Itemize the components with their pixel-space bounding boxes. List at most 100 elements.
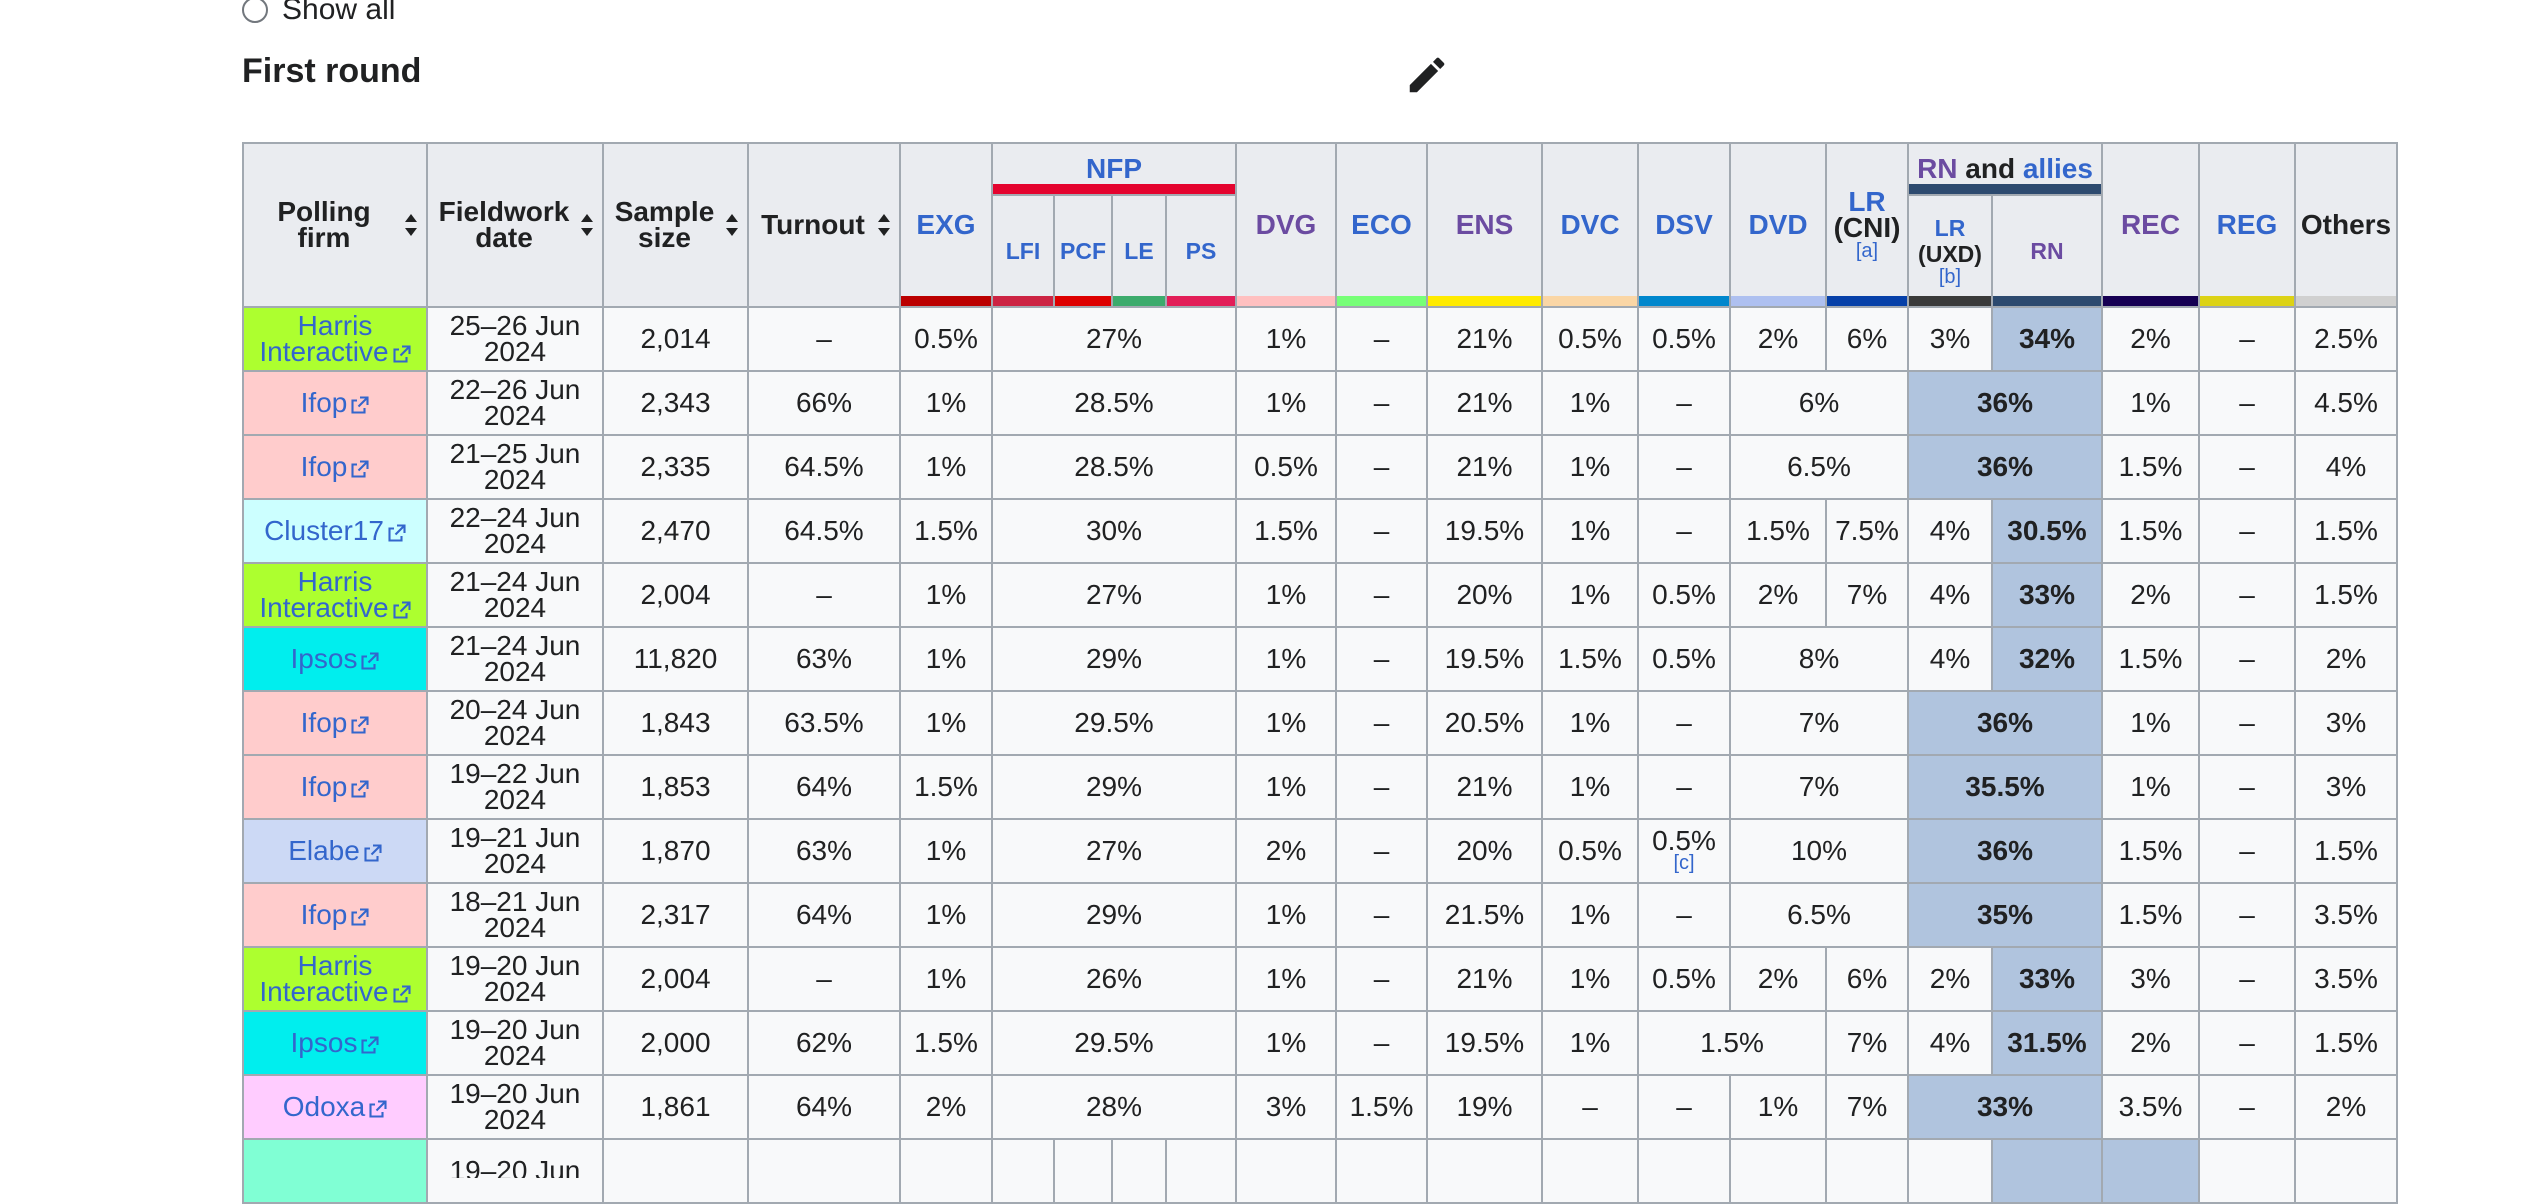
- cell-polling-firm[interactable]: Ipsos: [242, 1010, 428, 1076]
- cell-polling-firm[interactable]: Harris Interactive: [242, 562, 428, 628]
- col-rn-allies[interactable]: RN and allies: [1907, 142, 2103, 196]
- col-le[interactable]: LE: [1111, 194, 1167, 308]
- col-lfi[interactable]: LFI: [991, 194, 1055, 308]
- polling-firm-link[interactable]: Harris Interactive: [259, 310, 411, 367]
- cell-ens: 19.5%: [1426, 626, 1543, 692]
- cell-lr: 7%: [1825, 1074, 1909, 1140]
- cell-polling-firm[interactable]: Ifop: [242, 434, 428, 500]
- cell-polling-firm[interactable]: [242, 1138, 428, 1204]
- col-lr-cni[interactable]: LR (CNI) [a]: [1825, 142, 1909, 308]
- party-color-bar: [1167, 296, 1235, 306]
- col-nfp[interactable]: NFP: [991, 142, 1237, 196]
- cell-sample: 2,004: [602, 562, 749, 628]
- cell-polling-firm[interactable]: Ifop: [242, 690, 428, 756]
- polling-firm-link[interactable]: Odoxa: [283, 1091, 388, 1122]
- cell-dsv: –: [1637, 882, 1731, 948]
- cell-dvd-lr: 6.5%: [1729, 434, 1909, 500]
- sort-icon[interactable]: [404, 214, 418, 236]
- footnote-a-link[interactable]: [a]: [1855, 240, 1879, 262]
- sort-icon[interactable]: [725, 214, 739, 236]
- cell-lr: 7%: [1825, 562, 1909, 628]
- col-turnout[interactable]: Turnout: [747, 142, 901, 308]
- cell-dsv: –: [1637, 1074, 1731, 1140]
- cell-dvd-lr: 10%: [1729, 818, 1909, 884]
- table-row: Ipsos 19–20 Jun 2024 2,000 62% 1.5% 29.5% 1% –1…: [242, 1010, 2398, 1076]
- cell-nfp: 27%: [991, 562, 1237, 628]
- cell-polling-firm[interactable]: Ifop: [242, 882, 428, 948]
- edit-pencil-icon[interactable]: [1404, 52, 1450, 98]
- polling-firm-link[interactable]: Ipsos: [291, 1027, 380, 1058]
- cell-ens: 19.5%: [1426, 1010, 1543, 1076]
- cell-dvd-lr: 7%: [1729, 690, 1909, 756]
- polling-firm-link[interactable]: Cluster17: [264, 515, 406, 546]
- col-rn[interactable]: RN: [1991, 194, 2103, 308]
- cell-dvc: –: [1541, 1074, 1639, 1140]
- col-lr-uxd[interactable]: LR (UXD) [b]: [1907, 194, 1993, 308]
- show-all-radio[interactable]: [242, 0, 268, 23]
- col-pcf[interactable]: PCF: [1053, 194, 1113, 308]
- cell-polling-firm[interactable]: Elabe: [242, 818, 428, 884]
- cell-polling-firm[interactable]: Ifop: [242, 370, 428, 436]
- col-fieldwork-date[interactable]: Fieldwork date: [426, 142, 604, 308]
- col-dvd[interactable]: DVD: [1729, 142, 1827, 308]
- col-exg[interactable]: EXG: [899, 142, 993, 308]
- col-ens[interactable]: ENS: [1426, 142, 1543, 308]
- col-rec[interactable]: REC: [2101, 142, 2200, 308]
- polling-firm-link[interactable]: Ifop: [301, 387, 370, 418]
- cell-polling-firm[interactable]: Odoxa: [242, 1074, 428, 1140]
- cell-rn-all: 36%: [1907, 818, 2103, 884]
- cell-lr: 6%: [1825, 306, 1909, 372]
- footnote-c-link[interactable]: [c]: [1673, 852, 1695, 874]
- footnote-b-link[interactable]: [b]: [1938, 266, 1962, 288]
- cell-rn-all: 36%: [1907, 370, 2103, 436]
- cell-ens: 21.5%: [1426, 882, 1543, 948]
- sort-icon[interactable]: [877, 214, 891, 236]
- polling-firm-link[interactable]: Ifop: [301, 899, 370, 930]
- cell-others: 1.5%: [2294, 1010, 2398, 1076]
- polling-firm-link[interactable]: Ipsos: [291, 643, 380, 674]
- polling-firm-link[interactable]: Elabe: [288, 835, 382, 866]
- cell-eco: –: [1335, 562, 1428, 628]
- cell-reg: –: [2198, 882, 2296, 948]
- cell-eco: –: [1335, 626, 1428, 692]
- col-eco[interactable]: ECO: [1335, 142, 1428, 308]
- col-polling-firm[interactable]: Polling firm: [242, 142, 428, 308]
- cell-dvd-lr: 7%: [1729, 754, 1909, 820]
- col-ps[interactable]: PS: [1165, 194, 1237, 308]
- cell-rn-all: 36%: [1907, 690, 2103, 756]
- cell-rec: 2%: [2101, 306, 2200, 372]
- polling-firm-link[interactable]: Ifop: [301, 771, 370, 802]
- cell-polling-firm[interactable]: Harris Interactive: [242, 306, 428, 372]
- cell-dsv: 0.5%: [1637, 946, 1731, 1012]
- polling-firm-link[interactable]: Harris Interactive: [259, 950, 411, 1007]
- cell-polling-firm[interactable]: Ipsos: [242, 626, 428, 692]
- cell-empty: [1235, 1138, 1337, 1204]
- party-color-bar: [1237, 296, 1335, 306]
- cell-dvg: 1%: [1235, 306, 1337, 372]
- polling-firm-link[interactable]: Harris Interactive: [259, 566, 411, 623]
- col-sample-size[interactable]: Sample size: [602, 142, 749, 308]
- cell-dvd: 1.5%: [1729, 498, 1827, 564]
- polling-firm-link[interactable]: Ifop: [301, 451, 370, 482]
- cell-empty: [2101, 1138, 2200, 1204]
- cell-polling-firm[interactable]: Harris Interactive: [242, 946, 428, 1012]
- external-link-icon: [364, 844, 382, 862]
- col-dvg[interactable]: DVG: [1235, 142, 1337, 308]
- cell-rn: 33%: [1991, 946, 2103, 1012]
- cell-dvd-lr: 6.5%: [1729, 882, 1909, 948]
- cell-empty: [1335, 1138, 1428, 1204]
- external-link-icon: [351, 396, 369, 414]
- cell-rec: 1.5%: [2101, 818, 2200, 884]
- cell-turnout: –: [747, 562, 901, 628]
- col-reg[interactable]: REG: [2198, 142, 2296, 308]
- cell-polling-firm[interactable]: Ifop: [242, 754, 428, 820]
- polling-firm-link[interactable]: Ifop: [301, 707, 370, 738]
- cell-sample: 2,470: [602, 498, 749, 564]
- show-all-filter[interactable]: Show all: [242, 0, 395, 28]
- col-dsv[interactable]: DSV: [1637, 142, 1731, 308]
- cell-polling-firm[interactable]: Cluster17: [242, 498, 428, 564]
- cell-eco: –: [1335, 306, 1428, 372]
- table-row: Odoxa 19–20 Jun 2024 1,861 64% 2% 28% 3% 1.5% 19…: [242, 1074, 2398, 1140]
- sort-icon[interactable]: [580, 214, 594, 236]
- col-dvc[interactable]: DVC: [1541, 142, 1639, 308]
